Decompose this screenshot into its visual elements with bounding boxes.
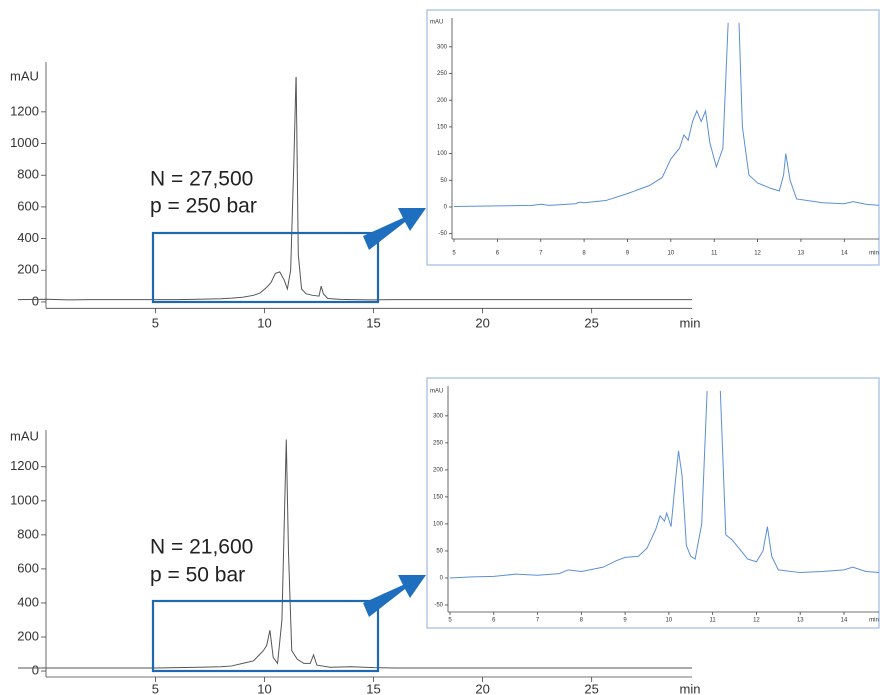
y-tick-label: 200 xyxy=(17,262,39,277)
zoom-arrow xyxy=(363,208,426,250)
y-tick-label: 600 xyxy=(17,560,39,575)
y-tick-label: 250 xyxy=(437,71,448,77)
y-tick-label: 0 xyxy=(32,662,39,677)
x-tick-label: 10 xyxy=(666,618,673,624)
y-tick-label: 600 xyxy=(17,198,39,213)
trace xyxy=(18,77,692,301)
y-tick-label: 200 xyxy=(17,628,39,643)
x-axis-label: min xyxy=(680,681,701,695)
inset-frame xyxy=(426,377,880,629)
y-tick-label: 250 xyxy=(433,440,444,446)
trace xyxy=(454,22,879,207)
y-tick-label: 50 xyxy=(436,549,443,555)
x-tick-label: 12 xyxy=(754,251,761,257)
x-tick-label: 25 xyxy=(584,315,598,330)
zoom-arrow xyxy=(363,575,426,617)
x-tick-label: 5 xyxy=(452,251,456,257)
y-axis-label: mAU xyxy=(430,20,443,26)
x-tick-label: 13 xyxy=(797,618,804,624)
y-tick-label: 800 xyxy=(17,167,39,182)
annotation: N = 27,500 xyxy=(150,168,253,191)
zoom-box xyxy=(151,231,380,304)
x-axis-label: min xyxy=(680,315,701,330)
x-tick-label: 25 xyxy=(584,681,598,695)
chart: -50 0 50 100 150 200 250 300 5 6 7 8 9 10 11 12 13 14 min m… xyxy=(430,386,879,624)
y-axis-label: mAU xyxy=(10,428,39,443)
x-tick-label: 13 xyxy=(798,251,805,257)
x-tick-label: 11 xyxy=(710,618,717,624)
y-tick-label: 0 xyxy=(32,293,39,308)
trace xyxy=(450,391,879,579)
x-tick-label: 15 xyxy=(366,315,380,330)
y-tick-label: 50 xyxy=(440,178,447,184)
y-tick-label: 400 xyxy=(17,594,39,609)
y-tick-label: 800 xyxy=(17,526,39,541)
x-tick-label: 7 xyxy=(539,251,543,257)
x-tick-label: 20 xyxy=(475,681,489,695)
y-tick-label: 300 xyxy=(437,44,448,50)
y-tick-label: 150 xyxy=(433,494,444,500)
x-tick-label: 8 xyxy=(582,251,586,257)
y-tick-label: 200 xyxy=(437,98,448,104)
annotation: p = 50 bar xyxy=(150,564,245,587)
y-tick-label: -50 xyxy=(434,603,443,609)
x-tick-label: 5 xyxy=(448,618,452,624)
x-tick-label: 9 xyxy=(623,618,627,624)
y-tick-label: 100 xyxy=(433,522,444,528)
x-tick-label: 14 xyxy=(841,251,848,257)
y-tick-label: 1200 xyxy=(10,103,39,118)
y-tick-label: 0 xyxy=(440,576,444,582)
x-tick-label: 8 xyxy=(580,618,584,624)
chart: -50 0 50 100 150 200 250 300 5 6 7 8 9 10 11 12 13 14 min m… xyxy=(430,18,879,257)
x-tick-label: 9 xyxy=(626,251,630,257)
x-tick-label: 10 xyxy=(667,251,674,257)
x-tick-label: 20 xyxy=(475,315,489,330)
y-tick-label: 1200 xyxy=(10,458,39,473)
y-axis-label: mAU xyxy=(10,68,39,83)
y-tick-label: 1000 xyxy=(10,135,39,150)
x-tick-label: 5 xyxy=(152,315,159,330)
inset-frame xyxy=(426,9,880,266)
x-tick-label: 7 xyxy=(536,618,540,624)
y-tick-label: 0 xyxy=(444,205,448,211)
y-tick-label: 300 xyxy=(433,413,444,419)
annotation: p = 250 bar xyxy=(150,195,257,218)
x-tick-label: 6 xyxy=(496,251,500,257)
x-tick-label: 6 xyxy=(492,618,496,624)
x-tick-label: 14 xyxy=(841,618,848,624)
x-tick-label: 15 xyxy=(366,681,380,695)
zoom-box xyxy=(151,599,380,673)
y-tick-label: 200 xyxy=(433,467,444,473)
x-tick-label: 10 xyxy=(257,315,271,330)
trace xyxy=(18,439,692,669)
x-axis-label: min xyxy=(869,251,879,257)
y-tick-label: 400 xyxy=(17,230,39,245)
x-tick-label: 12 xyxy=(753,618,760,624)
y-axis-label: mAU xyxy=(430,389,443,395)
x-axis-label: min xyxy=(869,618,879,624)
x-tick-label: 5 xyxy=(152,681,159,695)
annotation: N = 21,600 xyxy=(150,536,253,559)
y-tick-label: -50 xyxy=(438,231,447,237)
x-tick-label: 10 xyxy=(257,681,271,695)
x-tick-label: 11 xyxy=(711,251,718,257)
y-tick-label: 100 xyxy=(437,151,448,157)
y-tick-label: 1000 xyxy=(10,492,39,507)
y-tick-label: 150 xyxy=(437,124,448,130)
